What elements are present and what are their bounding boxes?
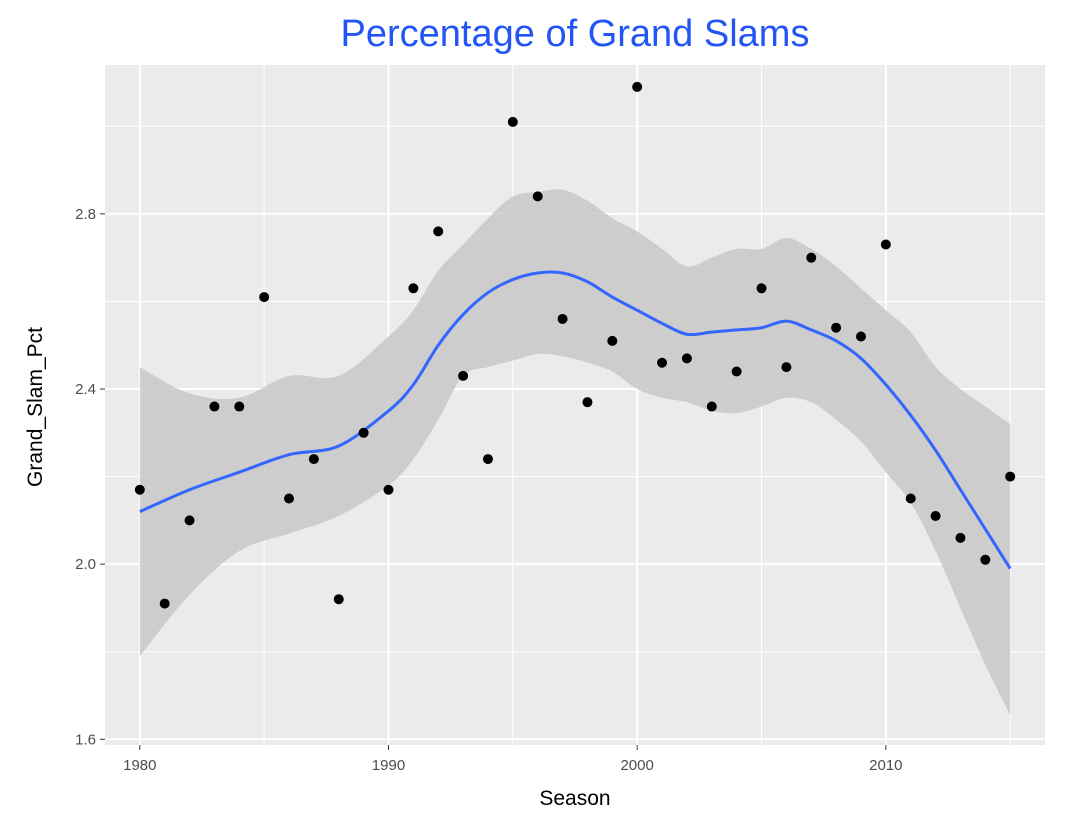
data-point [333,594,344,605]
data-point [880,239,891,250]
data-point [259,292,270,303]
data-point [831,322,842,333]
data-point [905,493,916,504]
data-point [657,357,668,368]
data-point [408,283,419,294]
data-point [855,331,866,342]
data-point [980,554,991,565]
data-point [134,484,145,495]
y-tick-label: 2.8 [75,206,96,223]
x-tick-label: 2000 [620,757,653,774]
data-point [681,353,692,364]
data-points [134,81,1016,609]
data-point [234,401,245,412]
data-point [458,370,469,381]
y-axis-label: Grand_Slam_Pct [24,327,47,487]
x-tick-label: 1990 [372,757,405,774]
y-axis-ticks: 1.6 2.0 2.4 2.8 [75,206,105,748]
data-point [781,362,792,373]
data-point [358,427,369,438]
data-point [582,397,593,408]
data-point [731,366,742,377]
data-point [557,313,568,324]
data-point [209,401,220,412]
data-point [806,252,817,263]
data-point [482,454,493,465]
data-point [433,226,444,237]
data-point [706,401,717,412]
y-tick-label: 2.4 [75,381,96,398]
data-point [532,191,543,202]
chart-title: Percentage of Grand Slams [341,13,810,55]
data-point [284,493,295,504]
y-tick-label: 2.0 [75,556,96,573]
data-point [308,454,319,465]
data-point [159,598,170,609]
data-point [1005,471,1016,482]
data-point [756,283,767,294]
x-tick-label: 2010 [869,757,902,774]
x-axis-ticks: 1980 1990 2000 2010 [123,745,903,774]
data-point [955,532,966,543]
x-axis-label: Season [539,787,610,810]
y-tick-label: 1.6 [75,731,96,748]
smooth-line [139,270,1012,570]
x-tick-label: 1980 [123,757,156,774]
data-point [383,484,394,495]
data-point [607,335,618,346]
data-point [930,510,941,521]
data-point [184,515,195,526]
data-point [632,81,643,92]
data-point [507,116,518,127]
